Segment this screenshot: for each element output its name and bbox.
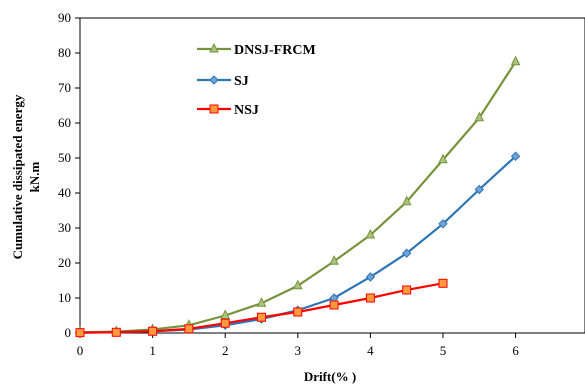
series-layer [75, 55, 521, 338]
y-tick-label: 70 [58, 80, 71, 95]
y-tick-label: 40 [58, 185, 71, 200]
y-axis-title-line1: Cumulative dissipated energy [10, 94, 25, 259]
data-point [401, 248, 412, 258]
y-tick-label: 30 [58, 220, 71, 235]
data-point [220, 309, 231, 319]
data-point [256, 297, 267, 307]
data-point [474, 111, 485, 122]
data-point [401, 195, 412, 206]
y-axis-title-line2: kN.m [27, 161, 42, 192]
y-tick-label: 60 [58, 115, 71, 130]
y-tick-label: 50 [58, 150, 71, 165]
legend: DNSJ-FRCM SJ NSJ [197, 42, 316, 118]
y-tick-label: 90 [58, 10, 71, 25]
x-tick-label: 0 [77, 343, 84, 358]
data-point [438, 153, 448, 164]
data-point [329, 255, 339, 265]
legend-marker [209, 42, 219, 53]
x-tick-label: 6 [512, 343, 519, 358]
data-point [257, 312, 266, 322]
series-line [79, 282, 444, 334]
data-point [75, 328, 85, 338]
y-tick-label: 80 [58, 45, 71, 60]
legend-label: SJ [234, 74, 249, 89]
series-line [79, 61, 517, 334]
x-tick-label: 2 [222, 343, 229, 358]
data-point [438, 278, 448, 288]
data-point [292, 279, 303, 290]
data-point [365, 293, 375, 303]
data-point [510, 151, 521, 161]
series-dnsj-frcm [75, 55, 521, 336]
data-point [438, 219, 448, 229]
data-point [329, 300, 339, 310]
data-point [510, 55, 521, 66]
data-point [111, 327, 121, 337]
legend-item: SJ [197, 74, 249, 89]
legend-label: DNSJ-FRCM [234, 43, 316, 58]
data-point [184, 324, 194, 334]
x-tick-label: 5 [440, 343, 447, 358]
y-tick-label: 10 [58, 290, 71, 305]
legend-label: NSJ [234, 103, 259, 118]
x-tick-label: 3 [295, 343, 302, 358]
x-tick-label: 4 [367, 343, 374, 358]
x-tick-label: 1 [149, 343, 156, 358]
y-tick-label: 0 [65, 325, 72, 340]
data-point [293, 307, 303, 317]
legend-item: DNSJ-FRCM [197, 42, 316, 58]
data-point [220, 318, 230, 328]
data-point [148, 326, 158, 336]
legend-marker [209, 75, 219, 85]
data-point [402, 285, 412, 295]
data-point [365, 228, 376, 239]
plot-area [79, 17, 585, 334]
y-tick-label: 20 [58, 255, 71, 270]
legend-marker [209, 104, 219, 114]
plot-border [79, 17, 585, 334]
data-point [365, 272, 376, 282]
axes: 010203040506070809001234567 [58, 10, 585, 358]
series-nsj [75, 278, 448, 338]
data-point [474, 184, 485, 195]
legend-item: NSJ [197, 103, 259, 118]
x-axis-title: Drift(% ) [304, 369, 356, 384]
